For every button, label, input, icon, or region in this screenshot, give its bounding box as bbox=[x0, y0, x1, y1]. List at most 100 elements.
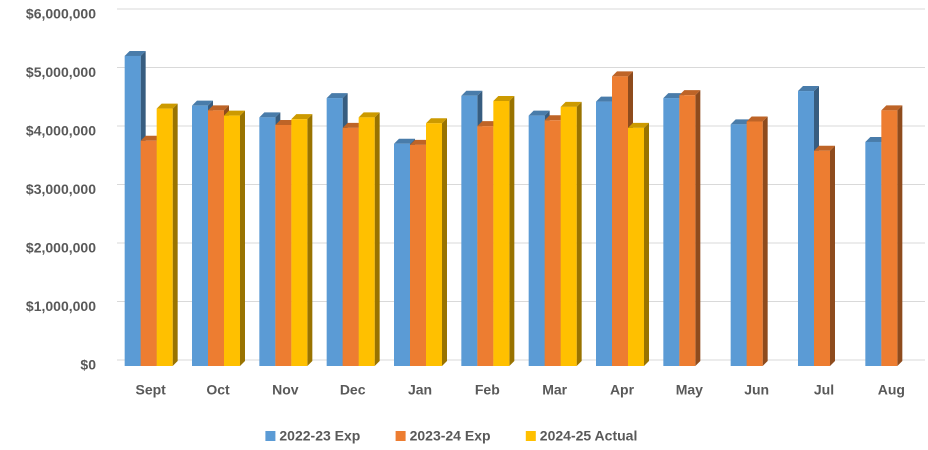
legend-label: 2023-24 Exp bbox=[410, 428, 491, 444]
bar bbox=[865, 141, 882, 366]
bar bbox=[746, 121, 763, 366]
bar bbox=[208, 110, 224, 366]
bar-side bbox=[240, 110, 245, 367]
bar bbox=[663, 98, 680, 366]
bar-top bbox=[426, 118, 447, 124]
bar bbox=[730, 124, 747, 367]
bar-top bbox=[275, 119, 297, 125]
bar-top bbox=[410, 139, 431, 145]
x-tick-label: Jun bbox=[744, 382, 769, 398]
bar-top bbox=[679, 90, 701, 96]
x-tick-label: Dec bbox=[340, 382, 366, 398]
bar-top bbox=[746, 116, 768, 122]
bar bbox=[394, 143, 410, 366]
bar-top bbox=[342, 122, 364, 128]
y-tick-label: $4,000,000 bbox=[26, 123, 96, 139]
bar-top bbox=[865, 136, 887, 142]
bar-top bbox=[493, 95, 515, 101]
y-tick-label: $3,000,000 bbox=[26, 181, 96, 197]
bar-top bbox=[528, 110, 550, 116]
x-tick-label: Oct bbox=[206, 382, 230, 398]
y-tick-label: $5,000,000 bbox=[26, 64, 96, 80]
bar-top bbox=[663, 93, 685, 99]
bar bbox=[881, 110, 898, 366]
bar-top bbox=[477, 121, 499, 127]
x-tick-label: Apr bbox=[610, 382, 635, 398]
bar-top bbox=[560, 101, 582, 107]
bar-top bbox=[192, 100, 213, 106]
legend-label: 2024-25 Actual bbox=[540, 428, 638, 444]
y-tick-label: $0 bbox=[80, 357, 96, 373]
bar bbox=[612, 76, 628, 367]
bar-top bbox=[358, 112, 380, 118]
bar bbox=[358, 117, 375, 366]
bar-top bbox=[596, 96, 617, 102]
bar-top bbox=[612, 71, 633, 77]
y-tick-label: $1,000,000 bbox=[26, 298, 96, 314]
bar bbox=[461, 95, 478, 366]
bar-top bbox=[259, 112, 281, 118]
x-tick-label: Mar bbox=[542, 382, 567, 398]
bar-top bbox=[628, 122, 649, 128]
bar-side bbox=[762, 116, 768, 366]
bar bbox=[426, 123, 442, 366]
bar bbox=[493, 100, 510, 367]
bar bbox=[814, 150, 830, 366]
bar-side bbox=[695, 90, 701, 367]
y-tick-label: $2,000,000 bbox=[26, 240, 96, 256]
legend-swatch bbox=[525, 431, 536, 441]
bar bbox=[528, 115, 545, 367]
bar-top bbox=[208, 105, 229, 111]
bar-side bbox=[576, 101, 582, 366]
bar bbox=[544, 120, 561, 366]
bar bbox=[560, 106, 577, 366]
bar-top bbox=[124, 50, 146, 56]
bar-top bbox=[814, 145, 835, 151]
bar-side bbox=[374, 112, 380, 366]
bar-top bbox=[798, 86, 819, 92]
bar-side bbox=[509, 95, 515, 367]
bar-top bbox=[544, 115, 566, 121]
x-tick-label: Aug bbox=[878, 382, 905, 398]
legend-label: 2022-23 Exp bbox=[279, 428, 360, 444]
bar bbox=[596, 101, 612, 366]
bar bbox=[156, 108, 173, 366]
bar-top bbox=[881, 105, 903, 111]
bar-top bbox=[140, 135, 162, 141]
bar-side bbox=[830, 145, 835, 366]
y-tick-label: $6,000,000 bbox=[26, 6, 96, 22]
x-tick-label: Nov bbox=[272, 382, 299, 398]
bar-top bbox=[224, 110, 245, 116]
bar bbox=[410, 144, 426, 366]
legend-swatch bbox=[265, 431, 276, 441]
x-tick-label: Sept bbox=[135, 382, 166, 398]
bar bbox=[628, 127, 644, 366]
x-tick-label: Jan bbox=[408, 382, 432, 398]
bar bbox=[259, 117, 276, 366]
bar-side bbox=[442, 118, 447, 366]
bar bbox=[798, 91, 814, 367]
bar bbox=[291, 119, 308, 366]
bar-top bbox=[394, 138, 415, 144]
bar-top bbox=[291, 114, 313, 120]
bar bbox=[679, 95, 696, 367]
bar-side bbox=[307, 114, 313, 366]
bar-top bbox=[156, 103, 178, 109]
bar-top bbox=[461, 90, 483, 96]
bar-side bbox=[172, 103, 178, 366]
bar bbox=[326, 98, 343, 366]
x-tick-label: Feb bbox=[475, 382, 500, 398]
bar bbox=[342, 127, 359, 366]
bar-top bbox=[730, 119, 752, 125]
bar bbox=[224, 115, 240, 367]
x-tick-label: Jul bbox=[814, 382, 834, 398]
x-tick-label: May bbox=[676, 382, 703, 398]
bar bbox=[192, 105, 208, 367]
bar-top bbox=[326, 93, 348, 99]
legend-swatch bbox=[395, 431, 406, 441]
bar-side bbox=[644, 122, 649, 366]
bar bbox=[275, 124, 292, 366]
bar-side bbox=[897, 105, 903, 366]
bar bbox=[124, 55, 141, 366]
